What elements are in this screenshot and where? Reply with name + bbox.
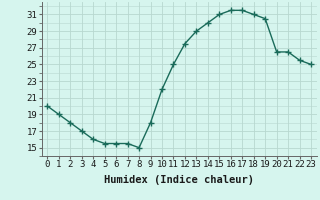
X-axis label: Humidex (Indice chaleur): Humidex (Indice chaleur)	[104, 175, 254, 185]
